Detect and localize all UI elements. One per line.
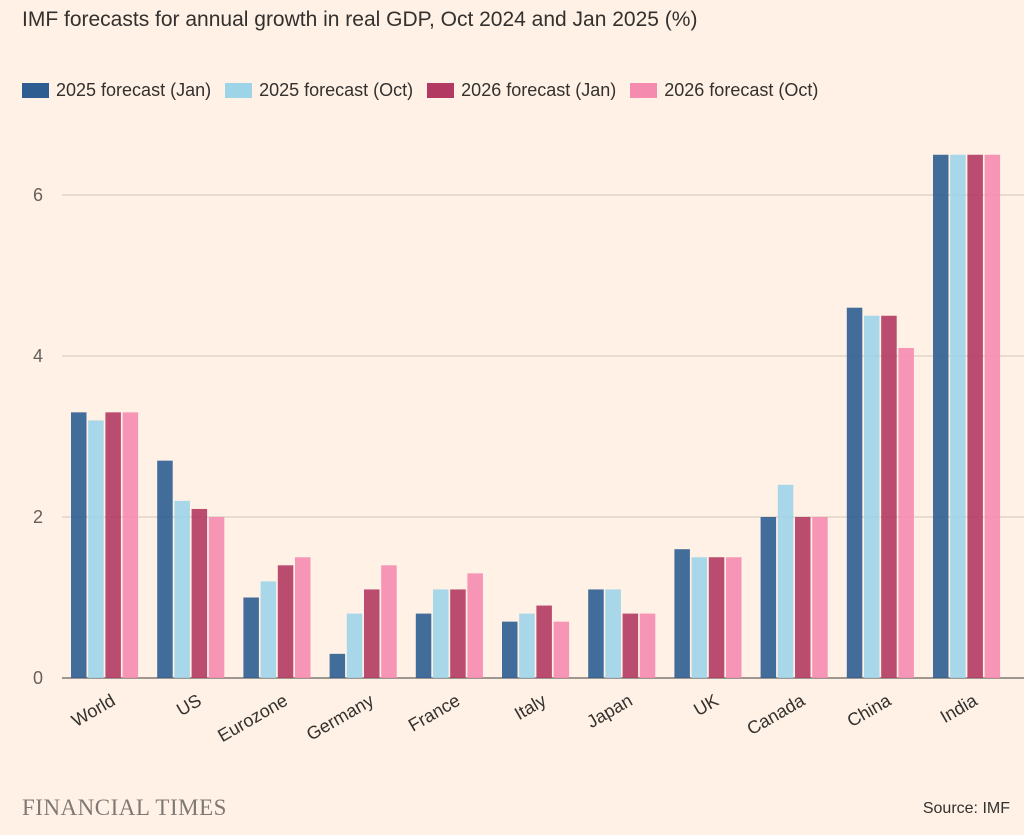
bar [295, 557, 311, 678]
bar [639, 613, 656, 678]
bar [812, 517, 828, 678]
x-tick-label: Canada [744, 690, 809, 739]
bar [726, 557, 742, 678]
bar [950, 154, 966, 678]
x-tick-label: Japan [583, 690, 635, 732]
bar [881, 315, 897, 678]
legend-label: 2026 forecast (Oct) [664, 80, 819, 100]
bar [984, 154, 1001, 678]
bar [760, 517, 777, 678]
bar [243, 597, 259, 678]
y-tick-label: 4 [33, 346, 43, 366]
bar [88, 420, 104, 678]
bar [519, 613, 535, 678]
bar [502, 621, 518, 678]
legend: 2025 forecast (Jan) 2025 forecast (Oct) 20… [22, 80, 818, 101]
bar [174, 500, 190, 678]
y-tick-label: 6 [33, 185, 43, 205]
bar [191, 508, 208, 678]
y-tick-label: 2 [33, 507, 43, 527]
legend-label: 2025 forecast (Oct) [259, 80, 414, 100]
bar [157, 460, 173, 678]
y-tick-label: 0 [33, 668, 43, 688]
legend-item: 2025 forecast (Jan) [22, 80, 211, 101]
x-tick-label: World [68, 690, 118, 731]
x-tick-label: Germany [303, 690, 377, 744]
bar [588, 589, 604, 678]
bar [105, 412, 121, 678]
legend-label: 2025 forecast (Jan) [56, 80, 212, 100]
x-tick-label: Eurozone [214, 690, 291, 746]
chart-title: IMF forecasts for annual growth in real … [22, 8, 698, 31]
legend-swatch [427, 83, 455, 98]
bar [122, 412, 139, 678]
x-tick-label: US [173, 690, 205, 720]
bar [605, 589, 621, 678]
x-tick-label: France [405, 690, 464, 735]
legend-swatch [630, 83, 658, 98]
bar [260, 581, 277, 678]
x-tick-label: India [937, 690, 982, 727]
bar [691, 557, 708, 678]
bar [346, 613, 363, 678]
legend-swatch [225, 83, 253, 98]
source-note: Source: IMF [922, 800, 1010, 817]
bar [622, 613, 639, 678]
bar [536, 605, 552, 678]
bar [933, 154, 949, 678]
bar [795, 517, 811, 678]
legend-item: 2025 forecast (Oct) [225, 80, 413, 101]
bar [208, 517, 225, 678]
bar [467, 573, 483, 678]
bar [674, 549, 690, 678]
bar [708, 557, 725, 678]
bar [381, 565, 397, 678]
brand-logo: FINANCIAL TIMES [22, 795, 227, 820]
legend-swatch [22, 83, 49, 98]
bar [846, 307, 863, 678]
legend-item: 2026 forecast (Oct) [630, 80, 818, 101]
bar [71, 412, 87, 678]
legend-item: 2026 forecast (Jan) [427, 80, 616, 101]
bar [329, 653, 346, 678]
bar [864, 315, 880, 678]
bar [450, 589, 466, 678]
bar [364, 589, 380, 678]
x-tick-label: UK [690, 690, 722, 720]
bar [553, 621, 570, 678]
x-tick-label: Italy [511, 690, 550, 724]
bar [967, 154, 983, 678]
legend-label: 2026 forecast (Jan) [461, 80, 617, 100]
bar [277, 565, 294, 678]
bar [898, 347, 914, 678]
x-tick-label: China [844, 690, 896, 731]
bar [433, 589, 449, 678]
bar [777, 484, 794, 678]
bar [415, 613, 432, 678]
